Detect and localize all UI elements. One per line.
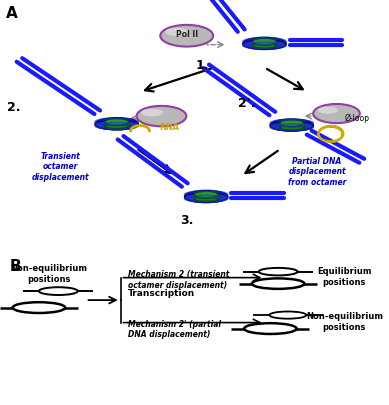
Text: 2.: 2. (7, 101, 20, 114)
Ellipse shape (12, 302, 65, 313)
Bar (105, 122, 129, 126)
Ellipse shape (270, 311, 307, 319)
Ellipse shape (270, 119, 313, 131)
Text: RNA: RNA (159, 123, 179, 132)
Text: Transcription: Transcription (128, 289, 196, 298)
Ellipse shape (141, 109, 163, 116)
Text: Pol II: Pol II (176, 30, 198, 39)
Ellipse shape (280, 120, 304, 127)
Text: Non-equilibrium
positions: Non-equilibrium positions (10, 264, 87, 284)
Ellipse shape (185, 190, 228, 202)
Text: Mechanism 2 (transient
octamer displacement): Mechanism 2 (transient octamer displacem… (128, 270, 230, 290)
Ellipse shape (259, 268, 298, 275)
Text: Non-equilibrium
positions: Non-equilibrium positions (306, 312, 383, 332)
Bar (280, 123, 304, 128)
Ellipse shape (194, 191, 218, 198)
Ellipse shape (194, 197, 218, 201)
Ellipse shape (252, 38, 277, 45)
Text: Ø-loop: Ø-loop (344, 114, 369, 123)
Text: Equilibrium
positions: Equilibrium positions (317, 267, 371, 287)
Text: Mechanism 2' (partial
DNA displacement): Mechanism 2' (partial DNA displacement) (128, 320, 221, 339)
Ellipse shape (95, 118, 138, 130)
Ellipse shape (160, 25, 213, 47)
Ellipse shape (185, 193, 228, 202)
Ellipse shape (105, 124, 129, 129)
Text: 2'.: 2'. (238, 97, 256, 110)
Text: Transient
octamer
displacement: Transient octamer displacement (32, 152, 89, 181)
Ellipse shape (252, 278, 305, 289)
Text: Partial DNA
displacement
from octamer: Partial DNA displacement from octamer (288, 157, 346, 187)
Ellipse shape (137, 106, 186, 126)
Text: A: A (6, 6, 18, 21)
Ellipse shape (39, 287, 78, 295)
Ellipse shape (165, 28, 188, 36)
Ellipse shape (244, 323, 296, 334)
Ellipse shape (243, 40, 286, 49)
Ellipse shape (317, 107, 338, 114)
Ellipse shape (243, 37, 286, 49)
Bar (194, 194, 218, 199)
Ellipse shape (280, 125, 304, 130)
Text: 1.: 1. (196, 59, 209, 72)
Bar (252, 41, 277, 46)
Text: 3.: 3. (180, 214, 193, 227)
Ellipse shape (270, 121, 313, 131)
Text: B: B (10, 259, 21, 274)
Ellipse shape (313, 104, 360, 123)
Ellipse shape (252, 44, 277, 48)
Ellipse shape (105, 119, 129, 126)
Ellipse shape (95, 120, 138, 130)
